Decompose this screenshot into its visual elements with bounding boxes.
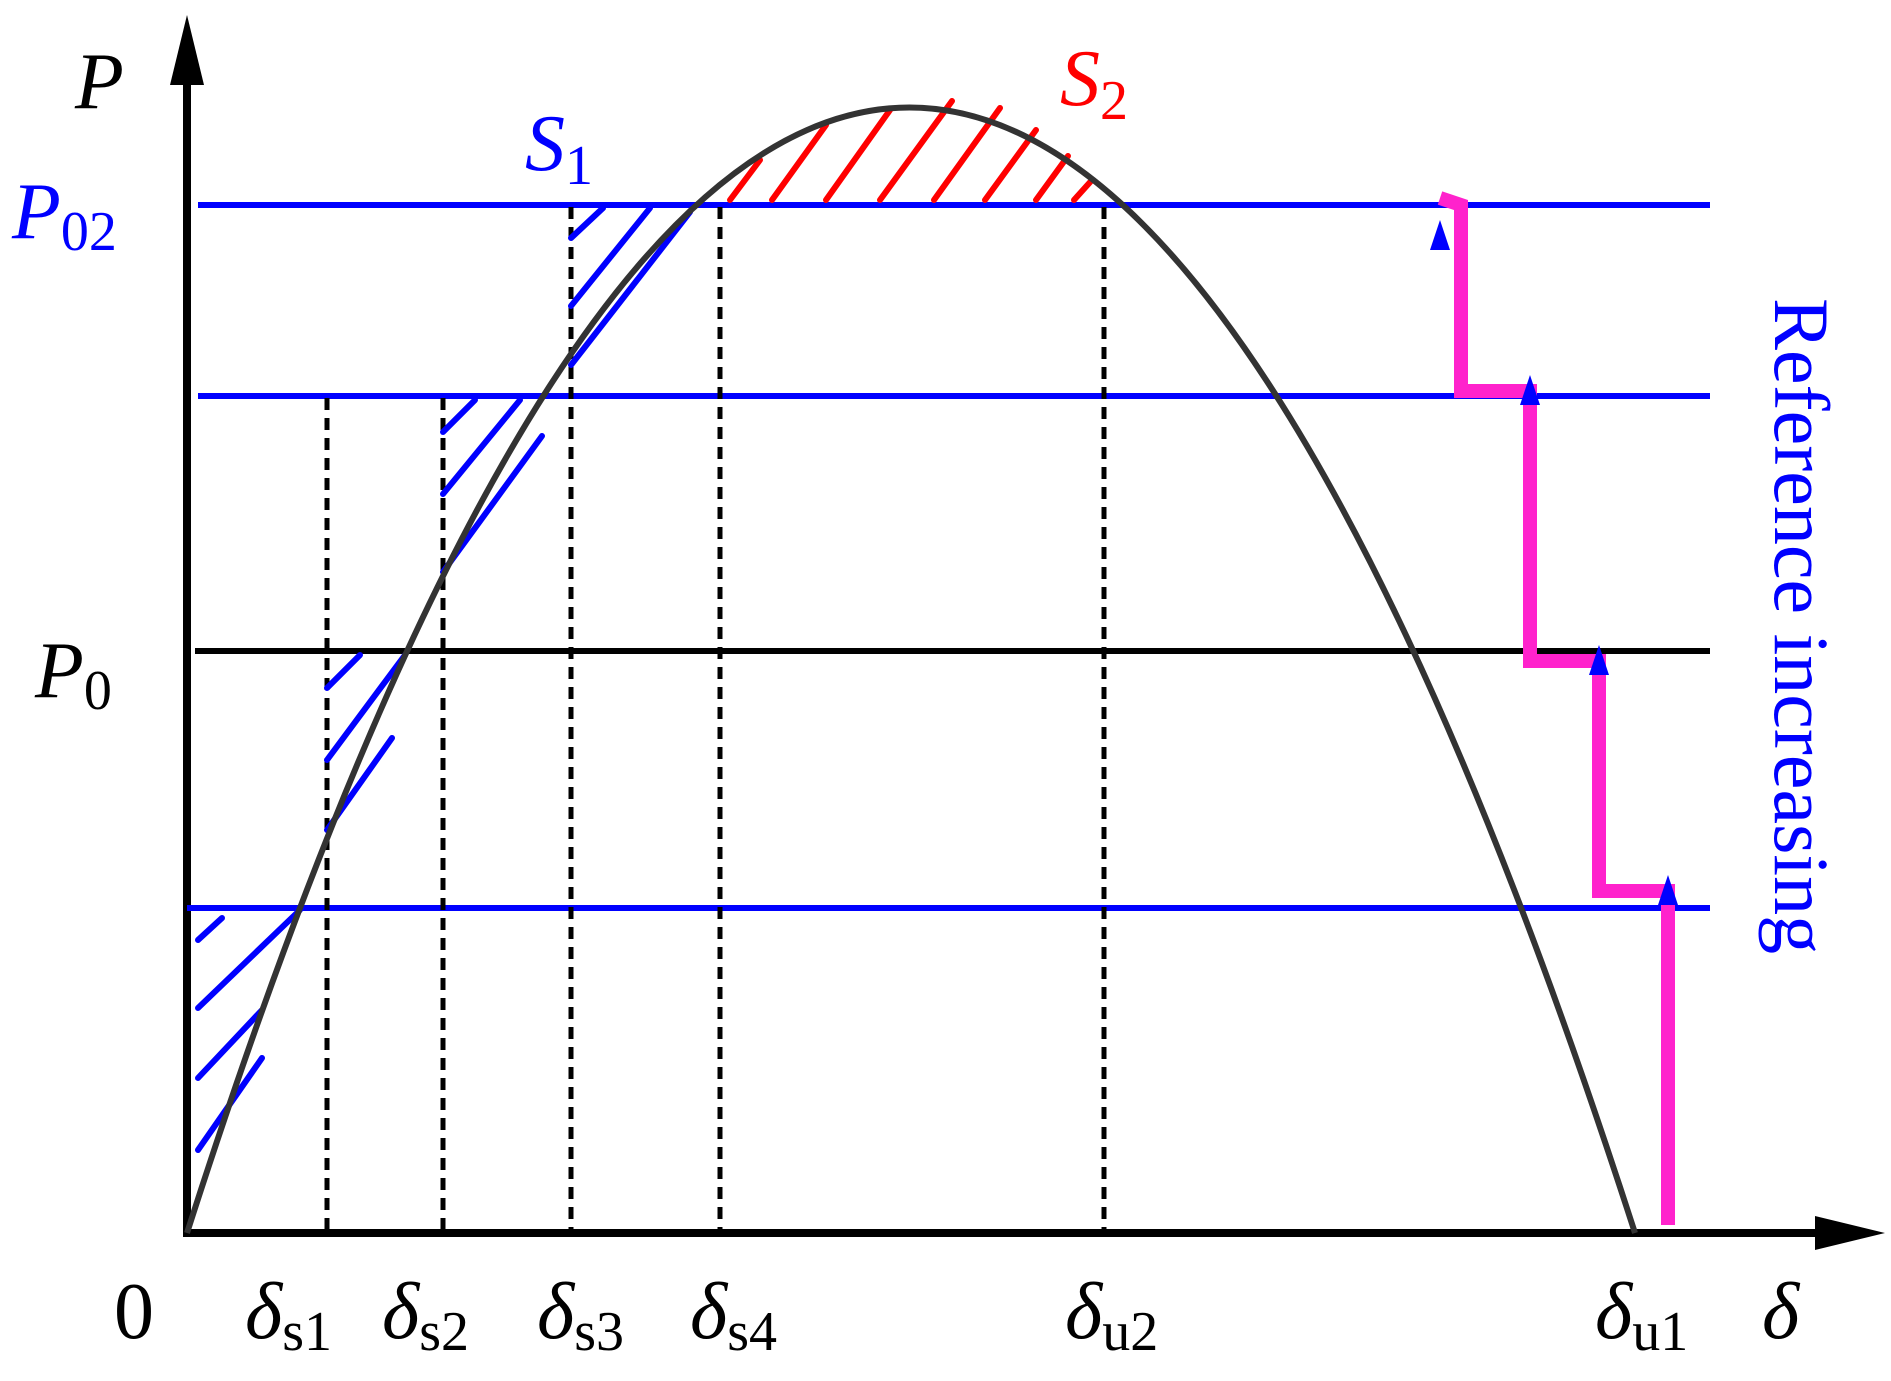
p0-label: P0 [34,627,112,722]
axes [170,15,1885,1250]
power-angle-curve [184,104,1638,1234]
staircase-line [1437,191,1675,1225]
hatch-line [769,122,829,203]
x-axis-arrow [1815,1216,1885,1250]
hatch-line [1071,177,1095,203]
origin-label: 0 [114,1268,154,1356]
p02-label: P02 [11,168,117,263]
hatch-line [877,98,955,203]
angle-label-ds2: δs2 [382,1268,469,1363]
area-s2-hatching [727,98,1095,203]
hatch-line [195,915,225,943]
hatch-line [568,205,653,309]
hatch-line [982,127,1039,203]
dashed-lines [324,207,1107,1230]
area-s1-hatching [195,205,693,1153]
angle-label-ds4: δs4 [690,1268,777,1363]
area-s1-label: S1 [525,100,593,197]
angle-label-ds1: δs1 [245,1268,332,1363]
y-axis-arrow [170,15,204,85]
hatch-line [440,397,478,435]
hatch-line [568,209,693,368]
hatch-line [823,107,893,203]
hatch-line [1033,153,1071,203]
hatch-line [727,157,763,203]
angle-label-ds3: δs3 [537,1268,624,1363]
angle-labels: δs1 δs2 δs3 δs4 δu2 δu1 [245,1268,1688,1363]
hatch-line [324,652,408,763]
up-arrow-icon [1658,875,1678,905]
staircase-path [1430,191,1678,1225]
angle-label-du1: δu1 [1595,1268,1688,1363]
hatch-line [195,1007,265,1081]
hatch-line [324,652,363,691]
up-arrow-icon [1430,220,1450,250]
angle-label-du2: δu2 [1065,1268,1158,1363]
hatch-line [195,907,303,1011]
reference-increasing-label: Reference increasing [1758,298,1845,954]
hatch-line [568,205,606,241]
up-arrow-icon [1589,645,1609,675]
y-axis-label: P [74,38,124,126]
area-s2-label: S2 [1060,35,1128,132]
up-arrow-icon [1520,375,1540,405]
x-axis-label: δ [1762,1268,1801,1356]
hatch-line [440,397,523,497]
